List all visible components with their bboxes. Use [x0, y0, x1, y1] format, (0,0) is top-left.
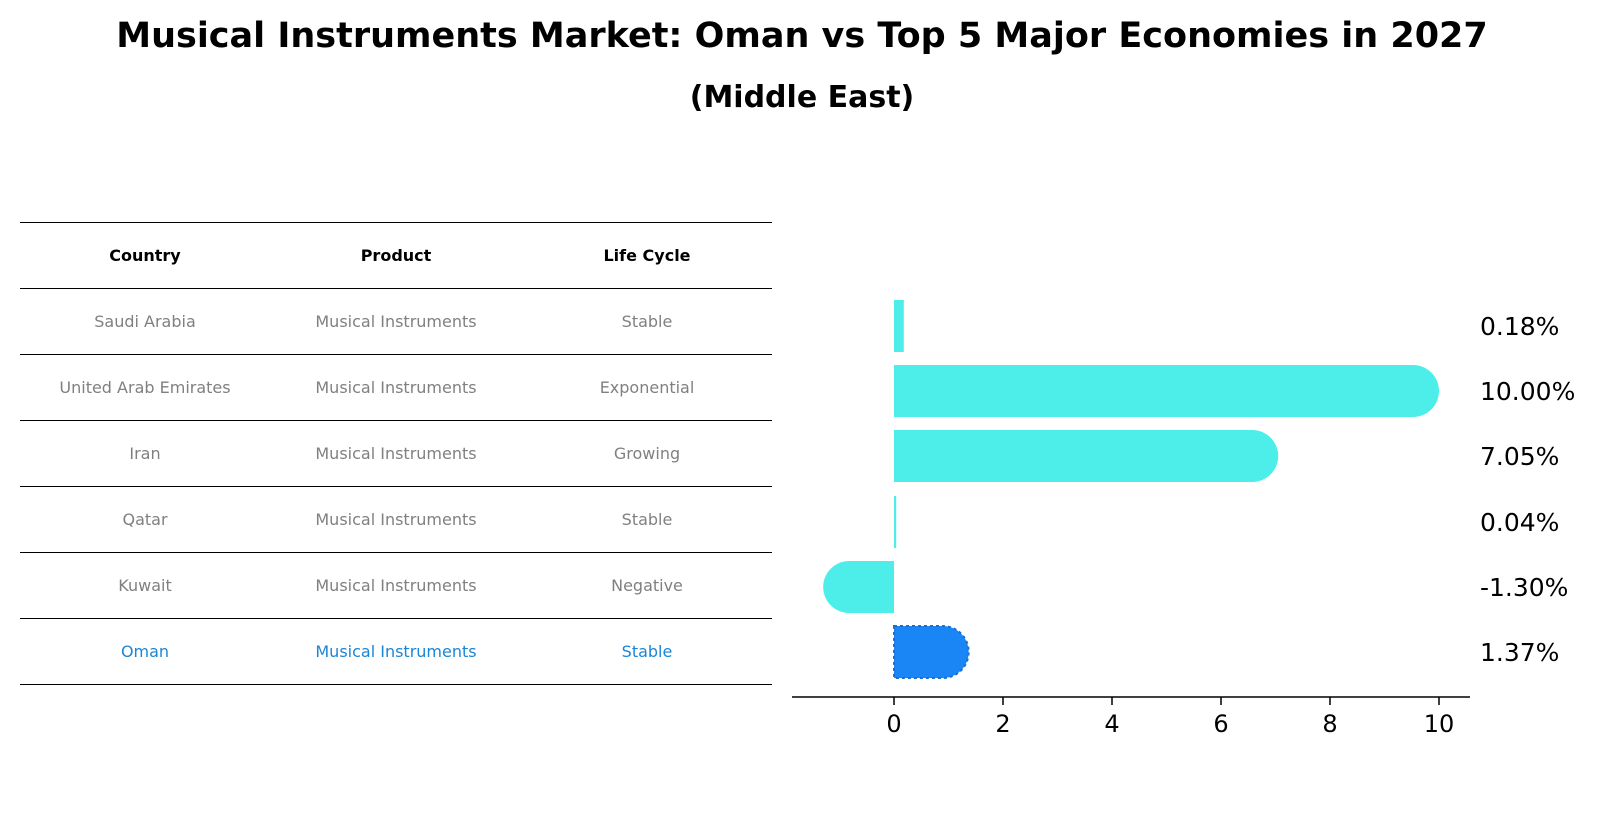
country-cell: Kuwait [118, 576, 172, 595]
bar [894, 365, 1439, 417]
chart-subtitle: (Middle East) [689, 80, 915, 115]
value-label: 1.37% [1480, 638, 1559, 667]
table-row: Qatar Musical Instruments Stable [20, 486, 772, 552]
country-cell: Oman [120, 642, 170, 661]
life-cycle-cell: Growing [613, 444, 681, 463]
bar [894, 430, 1279, 482]
x-tick-label: 0 [886, 710, 901, 738]
x-tick-label: 6 [1213, 710, 1228, 738]
product-cell: Musical Instruments [315, 378, 477, 397]
country-cell: United Arab Emirates [59, 378, 231, 397]
life-cycle-cell: Negative [611, 576, 683, 595]
product-cell: Musical Instruments [315, 312, 477, 331]
product-cell: Musical Instruments [315, 642, 477, 661]
product-cell: Musical Instruments [315, 444, 477, 463]
header-country: Country [109, 246, 181, 265]
country-cell: Iran [129, 444, 161, 463]
life-cycle-cell: Stable [621, 312, 673, 331]
life-cycle-cell: Stable [621, 642, 673, 661]
table-row: Iran Musical Instruments Growing [20, 420, 772, 486]
bar [893, 625, 970, 679]
x-tick-label: 10 [1424, 710, 1455, 738]
country-cell: Saudi Arabia [94, 312, 196, 331]
life-cycle-cell: Stable [621, 510, 673, 529]
table-row: Kuwait Musical Instruments Negative [20, 552, 772, 618]
value-label: -1.30% [1480, 573, 1568, 602]
value-label: 10.00% [1480, 377, 1575, 406]
header-product: Product [360, 246, 432, 265]
bar [823, 561, 894, 613]
product-cell: Musical Instruments [315, 510, 477, 529]
value-label: 0.18% [1480, 312, 1559, 341]
chart-title: Musical Instruments Market: Oman vs Top … [116, 16, 1488, 56]
x-tick-label: 8 [1322, 710, 1337, 738]
country-cell: Qatar [122, 510, 168, 529]
life-cycle-cell: Exponential [599, 378, 695, 397]
table-header-row: Country Product Life Cycle [20, 222, 772, 288]
value-label: 7.05% [1480, 442, 1559, 471]
table-row: Saudi Arabia Musical Instruments Stable [20, 288, 772, 354]
table-row-highlighted: Oman Musical Instruments Stable [20, 618, 772, 685]
country-table: Country Product Life Cycle Saudi Arabia … [20, 222, 772, 685]
header-life-cycle: Life Cycle [603, 246, 691, 265]
product-cell: Musical Instruments [315, 576, 477, 595]
value-label: 0.04% [1480, 508, 1559, 537]
x-tick-label: 2 [995, 710, 1010, 738]
bar [894, 496, 897, 548]
bar [894, 300, 904, 352]
table-row: United Arab Emirates Musical Instruments… [20, 354, 772, 420]
x-tick-label: 4 [1104, 710, 1119, 738]
